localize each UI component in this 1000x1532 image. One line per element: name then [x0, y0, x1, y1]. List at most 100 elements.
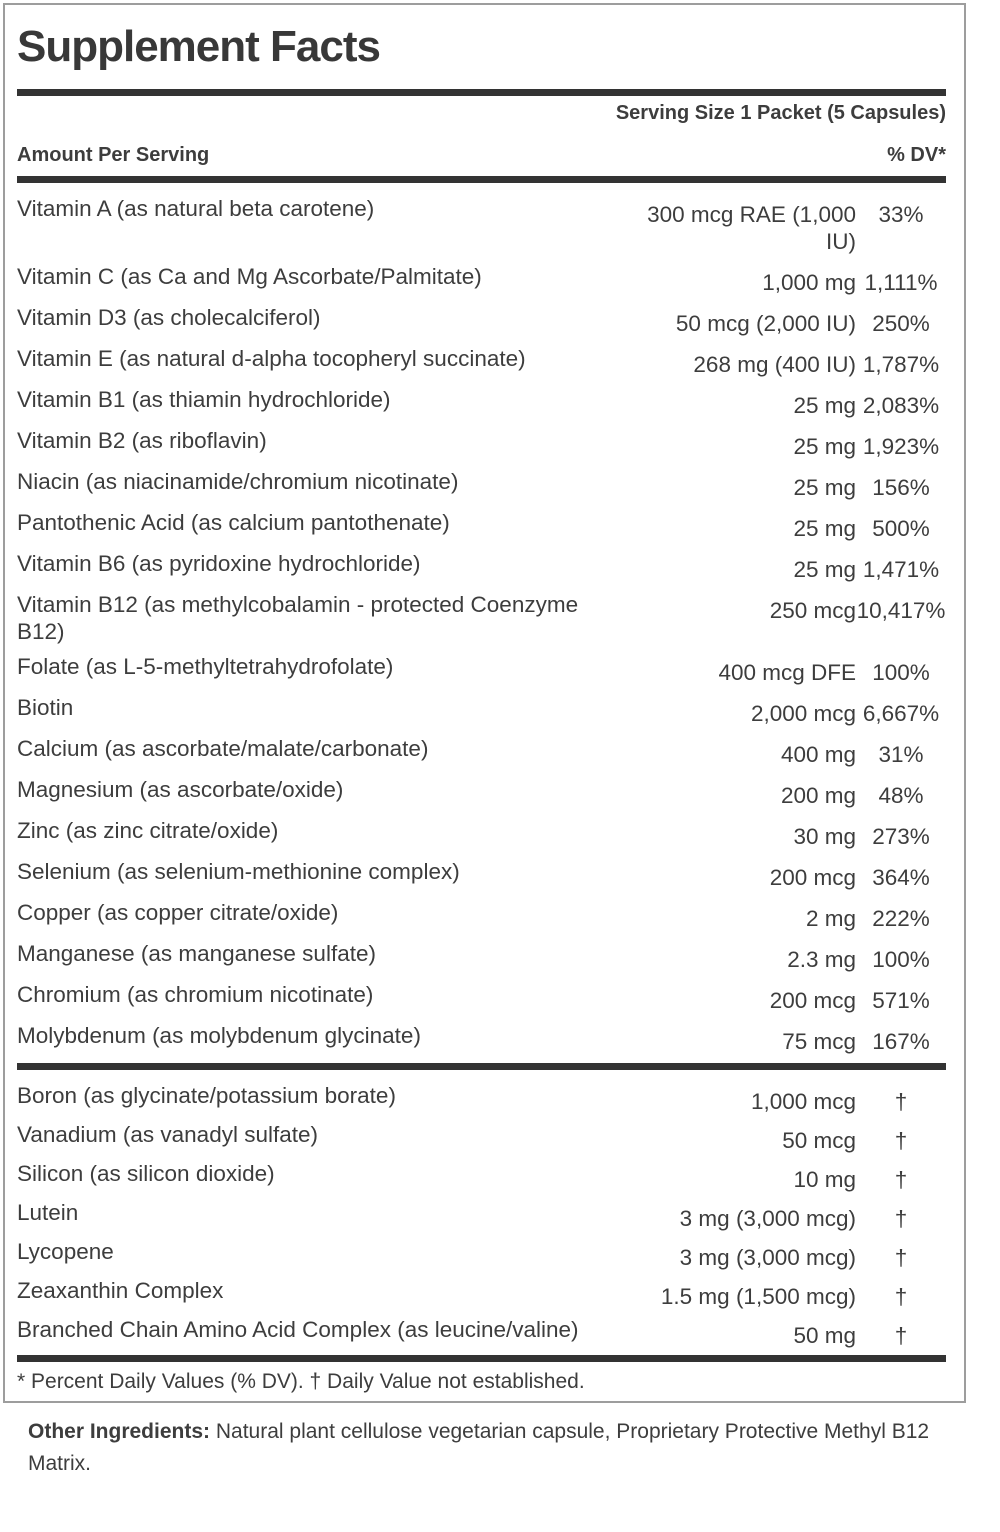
thick-rule-bottom — [17, 1355, 946, 1362]
table-row: Silicon (as silicon dioxide) 10 mg † — [17, 1160, 946, 1193]
row-dv: 250% — [872, 311, 930, 336]
dv-header: % DV* — [887, 144, 946, 166]
row-dv: 156% — [872, 475, 930, 500]
thick-rule-headers — [17, 176, 946, 183]
row-amount: 400 mg — [780, 742, 856, 767]
row-dv: 6,667% — [862, 701, 940, 726]
table-row: Magnesium (as ascorbate/oxide) 200 mg 48… — [17, 776, 946, 809]
row-dv: † — [894, 1284, 908, 1309]
row-amount: 3 mg (3,000 mcg) — [679, 1245, 856, 1270]
row-amount: 1,000 mg — [762, 270, 856, 295]
table-row: Boron (as glycinate/potassium borate) 1,… — [17, 1082, 946, 1115]
table-row: Chromium (as chromium nicotinate) 200 mc… — [17, 981, 946, 1014]
row-dv: 167% — [872, 1029, 930, 1054]
table-row: Pantothenic Acid (as calcium pantothenat… — [17, 509, 946, 542]
row-name: Vitamin D3 (as cholecalciferol) — [17, 305, 321, 330]
row-name: Branched Chain Amino Acid Complex (as le… — [17, 1317, 579, 1342]
column-headers: Amount Per Serving % DV* — [17, 142, 946, 168]
table-row: Calcium (as ascorbate/malate/carbonate) … — [17, 735, 946, 768]
row-amount: 250 mcg — [769, 598, 856, 623]
row-amount: 3 mg (3,000 mcg) — [679, 1206, 856, 1231]
row-amount: 2 mg — [805, 906, 856, 931]
row-name: Copper (as copper citrate/oxide) — [17, 900, 339, 925]
row-amount: 2.3 mg — [787, 947, 856, 972]
row-dv: 571% — [872, 988, 930, 1013]
row-amount: 25 mg — [793, 516, 856, 541]
table-row: Vitamin B12 (as methylcobalamin - protec… — [17, 591, 946, 645]
row-name: Manganese (as manganese sulfate) — [17, 941, 376, 966]
row-name: Biotin — [17, 695, 74, 720]
other-ingredients-text: Natural plant cellulose vegetarian capsu… — [28, 1420, 930, 1475]
row-dv: † — [894, 1206, 908, 1231]
row-amount: 75 mcg — [782, 1029, 856, 1054]
other-ingredients: Other Ingredients: Natural plant cellulo… — [28, 1416, 988, 1480]
table-row: Lycopene 3 mg (3,000 mcg) † — [17, 1238, 946, 1271]
table-row: Zinc (as zinc citrate/oxide) 30 mg 273% — [17, 817, 946, 850]
row-amount: 25 mg — [793, 393, 856, 418]
row-dv: 100% — [872, 660, 930, 685]
table-row: Copper (as copper citrate/oxide) 2 mg 22… — [17, 899, 946, 932]
row-amount: 300 mcg RAE (1,000 IU) — [647, 202, 856, 254]
row-dv: 100% — [872, 947, 930, 972]
row-dv: 48% — [878, 783, 924, 808]
row-name: Vitamin B6 (as pyridoxine hydrochloride) — [17, 551, 421, 576]
row-amount: 400 mcg DFE — [718, 660, 856, 685]
row-dv: 273% — [872, 824, 930, 849]
row-name: Vitamin B1 (as thiamin hydrochloride) — [17, 387, 391, 412]
row-name: Calcium (as ascorbate/malate/carbonate) — [17, 736, 429, 761]
row-amount: 50 mcg (2,000 IU) — [675, 311, 856, 336]
row-amount: 200 mcg — [769, 988, 856, 1013]
row-amount: 30 mg — [793, 824, 856, 849]
row-dv: 2,083% — [862, 393, 940, 418]
serving-size: Serving Size 1 Packet (5 Capsules) — [615, 102, 946, 124]
row-name: Zinc (as zinc citrate/oxide) — [17, 818, 279, 843]
table-row: Vanadium (as vanadyl sulfate) 50 mcg † — [17, 1121, 946, 1154]
row-dv: 1,923% — [862, 434, 940, 459]
other-ingredients-label: Other Ingredients: — [28, 1420, 211, 1443]
row-dv: † — [894, 1323, 908, 1348]
row-dv: 1,111% — [864, 270, 938, 295]
row-name: Boron (as glycinate/potassium borate) — [17, 1083, 396, 1108]
row-amount: 10 mg — [793, 1167, 856, 1192]
table-row: Vitamin B2 (as riboflavin) 25 mg 1,923% — [17, 427, 946, 460]
row-amount: 200 mg — [780, 783, 856, 808]
table-row: Zeaxanthin Complex 1.5 mg (1,500 mcg) † — [17, 1277, 946, 1310]
row-dv: † — [894, 1089, 908, 1114]
row-dv: 1,787% — [862, 352, 940, 377]
row-dv: 500% — [872, 516, 930, 541]
table-row: Vitamin B1 (as thiamin hydrochloride) 25… — [17, 386, 946, 419]
row-dv: 222% — [872, 906, 930, 931]
row-name: Zeaxanthin Complex — [17, 1278, 224, 1303]
row-amount: 1.5 mg (1,500 mcg) — [660, 1284, 856, 1309]
row-dv: † — [894, 1128, 908, 1153]
row-name: Vanadium (as vanadyl sulfate) — [17, 1122, 318, 1147]
table-row: Folate (as L-5-methyltetrahydrofolate) 4… — [17, 653, 946, 686]
table-row: Vitamin C (as Ca and Mg Ascorbate/Palmit… — [17, 263, 946, 296]
thick-rule-section — [17, 1063, 946, 1070]
row-name: Magnesium (as ascorbate/oxide) — [17, 777, 344, 802]
row-name: Selenium (as selenium-methionine complex… — [17, 859, 460, 884]
row-amount: 200 mcg — [769, 865, 856, 890]
nutrient-rows-secondary: Boron (as glycinate/potassium borate) 1,… — [17, 1070, 946, 1349]
row-dv: † — [894, 1245, 908, 1270]
row-name: Silicon (as silicon dioxide) — [17, 1161, 275, 1186]
table-row: Lutein 3 mg (3,000 mcg) † — [17, 1199, 946, 1232]
row-amount: 25 mg — [793, 475, 856, 500]
row-name: Vitamin C (as Ca and Mg Ascorbate/Palmit… — [17, 264, 482, 289]
row-name: Vitamin B2 (as riboflavin) — [17, 428, 267, 453]
row-dv: 31% — [878, 742, 924, 767]
table-row: Vitamin D3 (as cholecalciferol) 50 mcg (… — [17, 304, 946, 337]
table-row: Manganese (as manganese sulfate) 2.3 mg … — [17, 940, 946, 973]
row-dv: 364% — [872, 865, 930, 890]
row-name: Niacin (as niacinamide/chromium nicotina… — [17, 469, 459, 494]
row-name: Vitamin B12 (as methylcobalamin - protec… — [17, 592, 579, 644]
table-row: Vitamin E (as natural d-alpha tocopheryl… — [17, 345, 946, 378]
row-name: Folate (as L-5-methyltetrahydrofolate) — [17, 654, 394, 679]
row-dv: 33% — [878, 202, 924, 227]
table-row: Molybdenum (as molybdenum glycinate) 75 … — [17, 1022, 946, 1055]
row-amount: 50 mcg — [782, 1128, 856, 1153]
nutrient-rows-main: Vitamin A (as natural beta carotene) 300… — [17, 183, 946, 1055]
row-amount: 1,000 mcg — [750, 1089, 856, 1114]
row-name: Vitamin E (as natural d-alpha tocopheryl… — [17, 346, 526, 371]
table-row: Biotin 2,000 mcg 6,667% — [17, 694, 946, 727]
